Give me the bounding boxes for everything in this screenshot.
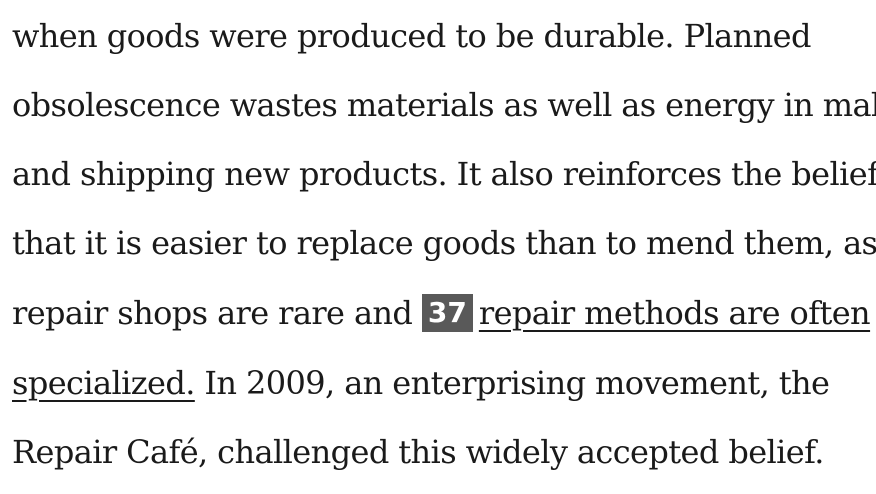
underlined-text[interactable]: repair methods are often — [478, 294, 871, 332]
passage-text: repair shops are rare and — [12, 294, 413, 332]
passage-line-4: that it is easier to replace goods than … — [12, 224, 876, 262]
passage-line-5: repair shops are rare and 37 repair metho… — [12, 291, 871, 335]
passage-line-3: and shipping new products. It also reinf… — [12, 155, 876, 193]
passage-text: In 2009, an enterprising movement, the — [204, 364, 830, 402]
question-number-badge[interactable]: 37 — [421, 294, 473, 332]
underlined-text-continued[interactable]: specialized. — [12, 364, 195, 402]
passage-line-2: obsolescence wastes materials as well as… — [12, 86, 876, 124]
passage-line-6: specialized. In 2009, an enterprising mo… — [12, 361, 830, 405]
passage-line-7: Repair Café, challenged this widely acce… — [12, 433, 824, 471]
passage-line-1: when goods were produced to be durable. … — [12, 17, 811, 55]
